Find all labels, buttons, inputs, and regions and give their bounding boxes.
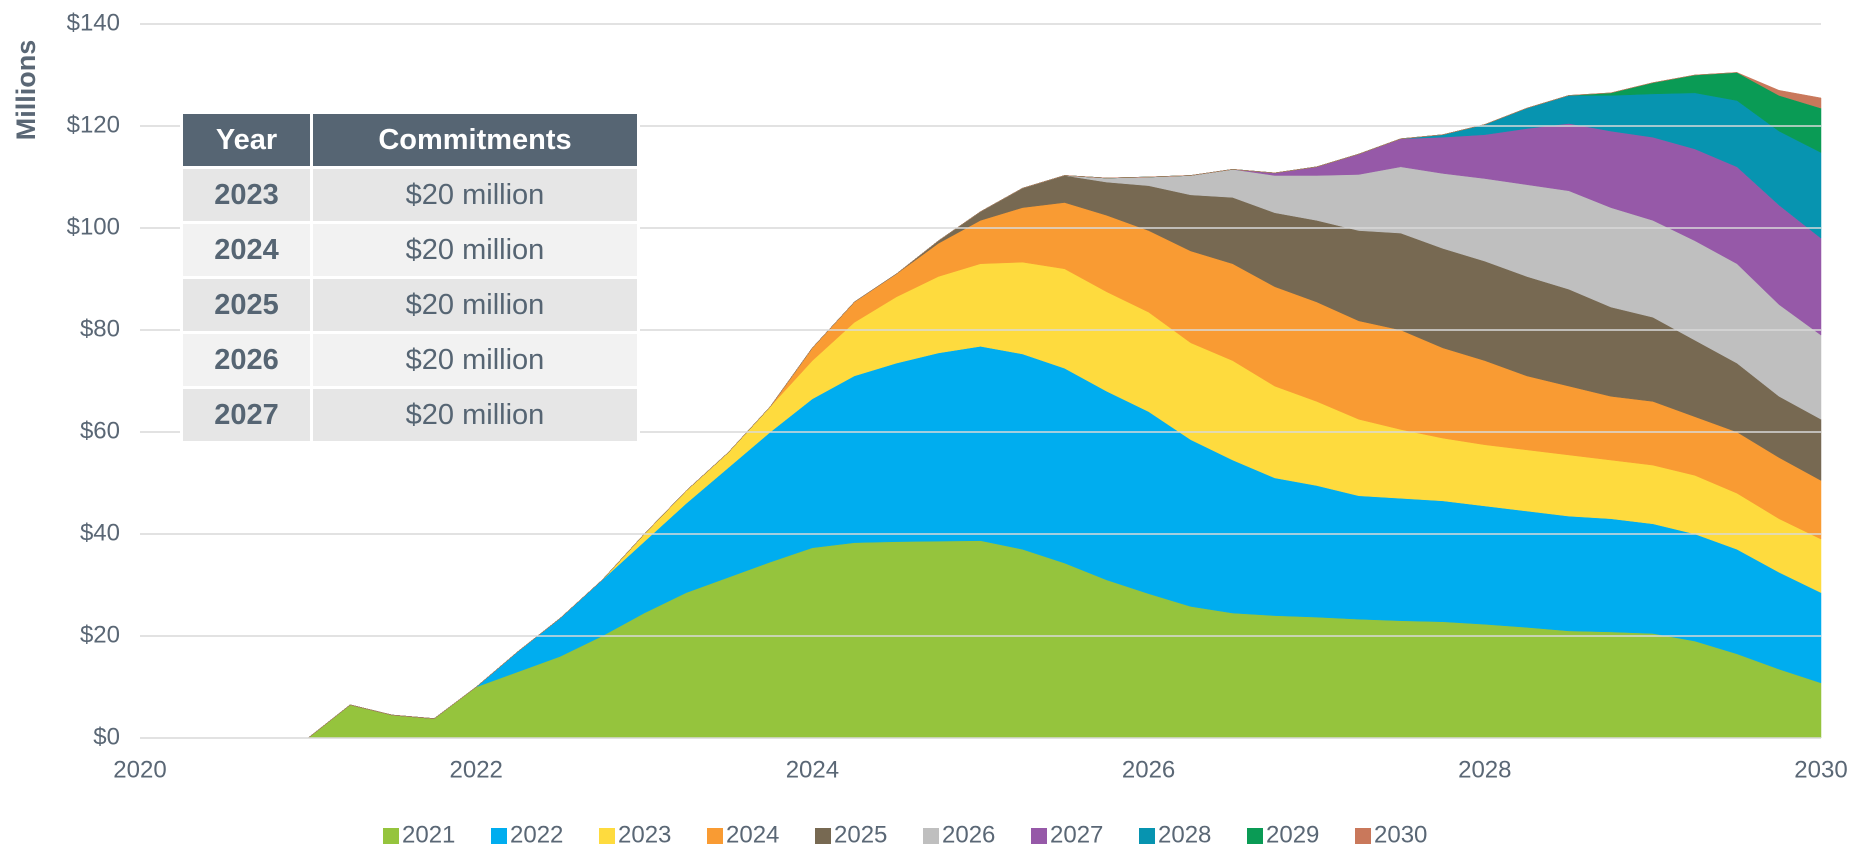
table-row: 2023 $20 million xyxy=(180,166,640,224)
legend-swatch xyxy=(923,828,939,844)
legend-swatch xyxy=(707,828,723,844)
legend-swatch xyxy=(491,828,507,844)
x-tick-label: 2030 xyxy=(1794,756,1847,783)
x-tick-label: 2022 xyxy=(450,756,503,783)
table-cell: 2026 xyxy=(180,331,313,389)
legend-swatch xyxy=(1355,828,1371,844)
legend-label: 2026 xyxy=(942,821,995,846)
legend-label: 2024 xyxy=(726,821,779,846)
table-cell: 2025 xyxy=(180,276,313,334)
commitments-table: Year Commitments 2023 $20 million 2024 $20 … xyxy=(180,111,640,444)
x-tick-label: 2024 xyxy=(786,756,839,783)
legend-label: 2025 xyxy=(834,821,887,846)
legend-swatch xyxy=(383,828,399,844)
x-tick-label: 2026 xyxy=(1122,756,1175,783)
table-row: 2025 $20 million xyxy=(180,276,640,334)
table-cell: 2023 xyxy=(180,166,313,224)
legend-swatch xyxy=(1031,828,1047,844)
table-cell: $20 million xyxy=(310,221,640,279)
y-tick-label: $60 xyxy=(80,417,120,444)
header-cell: Commitments xyxy=(310,111,640,169)
y-tick-label: $0 xyxy=(93,723,120,750)
legend-label: 2027 xyxy=(1050,821,1103,846)
legend-label: 2030 xyxy=(1374,821,1427,846)
y-axis-label: Millions xyxy=(11,40,41,141)
table-header: Year Commitments xyxy=(180,111,640,169)
legend-swatch xyxy=(815,828,831,844)
areas xyxy=(307,72,1822,739)
y-tick-label: $20 xyxy=(80,621,120,648)
y-tick-label: $80 xyxy=(80,315,120,342)
legend-label: 2023 xyxy=(618,821,671,846)
legend-swatch xyxy=(1139,828,1155,844)
legend-label: 2021 xyxy=(402,821,455,846)
table-row: 2024 $20 million xyxy=(180,221,640,279)
y-tick-label: $100 xyxy=(67,213,120,240)
table-row: 2027 $20 million xyxy=(180,386,640,444)
table-cell: $20 million xyxy=(310,386,640,444)
legend-swatch xyxy=(599,828,615,844)
area xyxy=(307,72,1822,739)
x-tick-label: 2020 xyxy=(113,756,166,783)
x-tick-label: 2028 xyxy=(1458,756,1511,783)
table-row: 2026 $20 million xyxy=(180,331,640,389)
table-cell: $20 million xyxy=(310,276,640,334)
y-tick-label: $120 xyxy=(67,111,120,138)
table-cell: $20 million xyxy=(310,166,640,224)
header-cell: Year xyxy=(180,111,313,169)
legend-label: 2022 xyxy=(510,821,563,846)
legend-label: 2028 xyxy=(1158,821,1211,846)
y-tick-label: $40 xyxy=(80,519,120,546)
table-cell: 2024 xyxy=(180,221,313,279)
legend-label: 2029 xyxy=(1266,821,1319,846)
table-cell: $20 million xyxy=(310,331,640,389)
legend-swatch xyxy=(1247,828,1263,844)
table-cell: 2027 xyxy=(180,386,313,444)
y-tick-label: $140 xyxy=(67,9,120,36)
